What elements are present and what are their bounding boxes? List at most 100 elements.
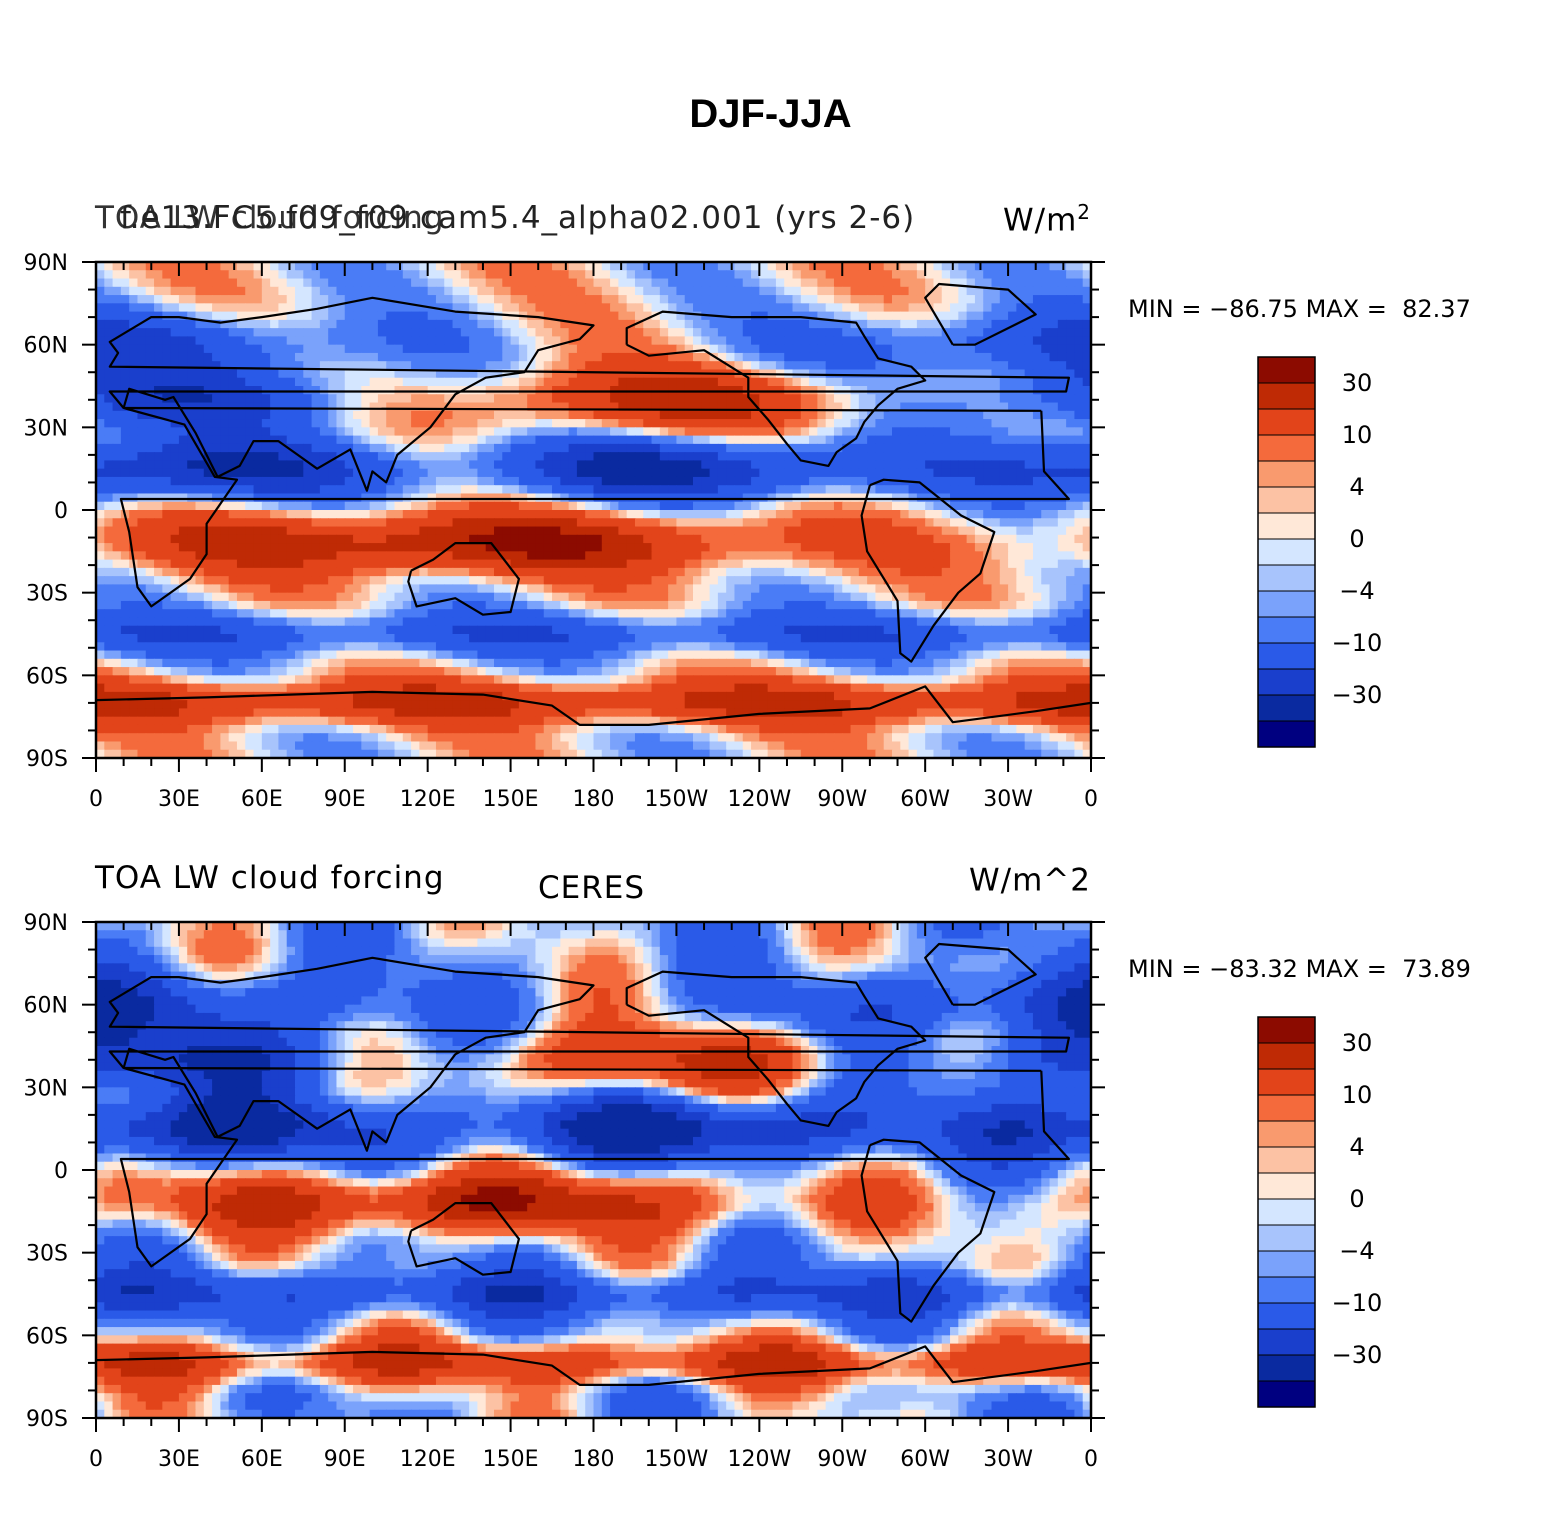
field-cell	[137, 262, 147, 271]
field-cell	[999, 584, 1009, 594]
field-cell	[552, 460, 561, 470]
field-cell	[236, 410, 246, 420]
field-cell	[784, 468, 794, 478]
field-cell	[701, 476, 711, 486]
field-cell	[377, 361, 387, 371]
field-cell	[900, 559, 910, 569]
field-cell	[278, 344, 288, 354]
field-cell	[477, 468, 487, 478]
field-cell	[361, 534, 371, 544]
field-cell	[154, 476, 163, 486]
field-cell	[867, 452, 877, 461]
field-cell	[833, 468, 843, 478]
field-cell	[576, 303, 586, 313]
field-cell	[1041, 402, 1051, 412]
field-cell	[817, 295, 827, 304]
field-cell	[867, 336, 877, 346]
field-cell	[966, 336, 976, 346]
field-cell	[717, 435, 727, 445]
field-cell	[792, 262, 802, 271]
field-cell	[261, 452, 271, 461]
field-cell	[228, 534, 238, 544]
field-cell	[701, 576, 711, 585]
field-cell	[220, 352, 230, 362]
field-cell	[319, 510, 329, 519]
field-cell	[543, 460, 553, 470]
field-cell	[568, 344, 578, 354]
field-cell	[618, 576, 628, 585]
field-cell	[510, 443, 520, 453]
field-cell	[1016, 270, 1026, 280]
field-cell	[212, 543, 221, 552]
field-cell	[643, 344, 653, 354]
field-cell	[1066, 369, 1076, 379]
field-cell	[328, 377, 338, 387]
field-cell	[892, 352, 901, 362]
field-cell	[908, 278, 918, 288]
field-cell	[709, 427, 719, 437]
field-cell	[593, 286, 603, 296]
field-cell	[543, 600, 553, 610]
field-cell	[933, 402, 943, 412]
field-cell	[991, 344, 1001, 354]
field-cell	[286, 262, 296, 271]
field-cell	[137, 435, 147, 445]
field-cell	[460, 262, 470, 271]
field-cell	[585, 311, 595, 321]
field-cell	[120, 295, 130, 304]
field-cell	[610, 510, 619, 519]
field-cell	[518, 476, 528, 486]
field-cell	[668, 567, 678, 577]
field-cell	[999, 526, 1009, 536]
field-cell	[916, 485, 926, 495]
field-cell	[303, 534, 313, 544]
field-cell	[560, 460, 570, 470]
field-cell	[278, 419, 288, 428]
field-cell	[850, 543, 860, 552]
field-cell	[1041, 344, 1051, 354]
field-cell	[344, 410, 354, 420]
field-cell	[411, 361, 420, 371]
field-cell	[452, 559, 462, 569]
field-cell	[178, 452, 188, 461]
field-cell	[767, 435, 777, 445]
field-cell	[916, 452, 926, 461]
field-cell	[842, 584, 852, 594]
field-cell	[195, 534, 205, 544]
field-cell	[858, 402, 868, 412]
field-cell	[668, 419, 678, 428]
field-cell	[377, 584, 387, 594]
field-cell	[701, 435, 711, 445]
field-cell	[601, 286, 611, 296]
field-cell	[344, 600, 354, 610]
field-cell	[892, 443, 901, 453]
field-cell	[402, 526, 412, 536]
field-cell	[386, 303, 396, 313]
field-cell	[96, 427, 105, 437]
field-cell	[610, 443, 619, 453]
field-cell	[900, 394, 910, 404]
field-cell	[96, 435, 105, 445]
field-cell	[1024, 286, 1034, 296]
field-cell	[867, 303, 877, 313]
field-cell	[104, 443, 114, 453]
field-cell	[593, 543, 603, 552]
field-cell	[369, 319, 379, 329]
field-cell	[1024, 485, 1034, 495]
field-cell	[693, 551, 702, 561]
field-cell	[593, 559, 603, 569]
field-cell	[203, 510, 213, 519]
field-cell	[203, 270, 213, 280]
field-cell	[477, 352, 487, 362]
field-cell	[1008, 303, 1017, 313]
field-cell	[867, 534, 877, 544]
field-cell	[817, 427, 827, 437]
field-cell	[1041, 410, 1051, 420]
field-cell	[701, 592, 711, 602]
field-cell	[659, 443, 669, 453]
field-cell	[162, 460, 172, 470]
field-cell	[402, 410, 412, 420]
field-cell	[1049, 278, 1059, 288]
field-cell	[916, 402, 926, 412]
field-cell	[361, 559, 371, 569]
